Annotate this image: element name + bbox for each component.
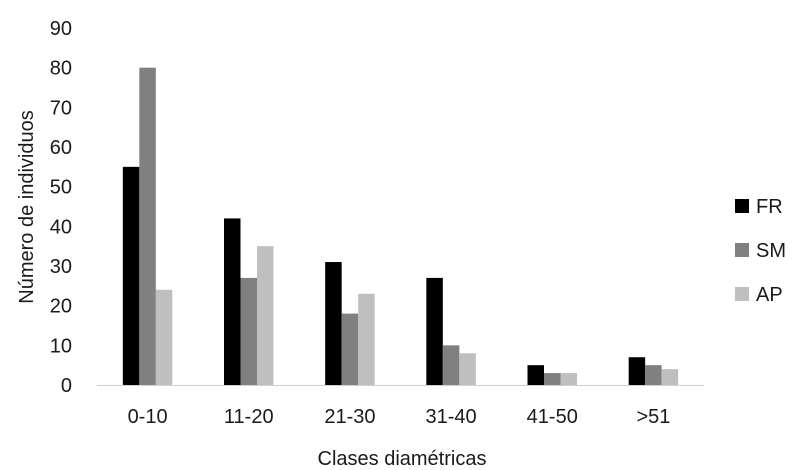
bar-ap-1 — [257, 246, 274, 385]
bar-fr-1 — [224, 218, 241, 385]
x-tick-label: 11-20 — [224, 406, 274, 428]
y-tick-label: 50 — [50, 177, 72, 199]
y-tick-label: 90 — [50, 18, 72, 40]
legend-swatch-ap — [735, 287, 749, 301]
bar-ap-2 — [358, 293, 375, 385]
x-axis-title: Clases diamétricas — [318, 448, 487, 470]
bar-fr-5 — [628, 357, 646, 385]
legend: FR SM AP — [735, 196, 786, 306]
bar-sm-2 — [341, 313, 359, 385]
bar-sm-3 — [442, 345, 460, 385]
x-tick-label: 21-30 — [324, 406, 375, 428]
y-tick-label: 0 — [61, 375, 72, 397]
x-tick-label: 41-50 — [527, 406, 578, 428]
legend-label-sm: SM — [756, 240, 786, 262]
bar-ap-3 — [459, 353, 476, 385]
bar-fr-2 — [325, 262, 342, 385]
y-tick-label: 40 — [50, 216, 72, 238]
x-tick-label: >51 — [636, 406, 670, 428]
bar-fr-4 — [527, 365, 544, 385]
y-axis-ticks: 0 10 20 30 40 50 60 70 80 90 — [50, 18, 72, 397]
bar-sm-5 — [645, 365, 662, 385]
legend-swatch-sm — [735, 243, 749, 257]
y-tick-label: 80 — [50, 58, 72, 80]
x-tick-label: 0-10 — [128, 406, 168, 428]
y-tick-label: 70 — [50, 97, 72, 119]
bar-ap-4 — [560, 373, 577, 385]
legend-label-ap: AP — [756, 284, 783, 306]
y-tick-label: 60 — [50, 137, 72, 159]
x-tick-label: 31-40 — [426, 406, 477, 428]
bars — [122, 67, 679, 386]
y-axis-title: Número de individuos — [16, 110, 38, 303]
y-tick-label: 20 — [50, 296, 72, 318]
y-tick-label: 30 — [50, 256, 72, 278]
x-axis-ticks: 0-10 11-20 21-30 31-40 41-50 >51 — [128, 406, 671, 428]
bar-sm-0 — [139, 67, 156, 386]
bar-fr-0 — [122, 166, 140, 385]
bar-ap-5 — [661, 369, 679, 385]
y-tick-label: 10 — [50, 335, 72, 357]
bar-fr-3 — [426, 277, 443, 385]
bar-ap-0 — [155, 289, 173, 385]
bar-sm-4 — [544, 373, 561, 385]
legend-swatch-fr — [735, 199, 749, 213]
bar-sm-1 — [240, 277, 257, 385]
legend-label-fr: FR — [756, 196, 783, 218]
